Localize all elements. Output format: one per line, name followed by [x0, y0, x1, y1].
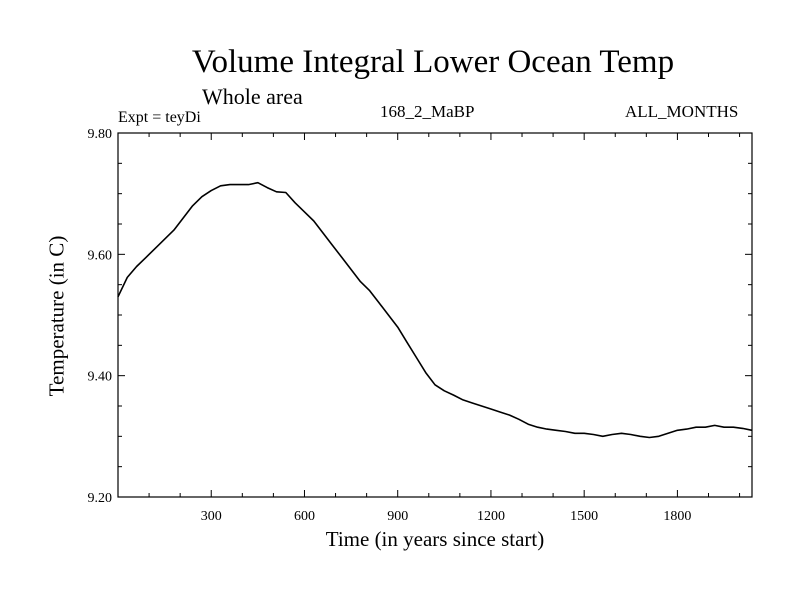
x-tick-label: 900 [387, 509, 408, 524]
chart-title: Volume Integral Lower Ocean Temp [191, 44, 675, 80]
chart-subtitle: Whole area [202, 84, 303, 109]
y-tick-label: 9.20 [88, 491, 113, 506]
x-tick-label: 1800 [663, 509, 691, 524]
plot-frame [117, 132, 753, 498]
x-axis-label: Time (in years since start) [325, 527, 545, 551]
x-tick-label: 600 [294, 509, 315, 524]
y-axis-label: Temperature (in C) [44, 235, 69, 397]
series-line-temperature [117, 181, 753, 439]
y-tick-label: 9.80 [88, 127, 113, 142]
months-label: ALL_MONTHS [625, 102, 739, 121]
x-tick-label: 300 [201, 509, 222, 524]
run-label: 168_2_MaBP [380, 102, 475, 121]
y-tick-label: 9.60 [88, 248, 113, 263]
x-tick-label: 1200 [477, 509, 505, 524]
x-tick-label: 1500 [570, 509, 598, 524]
experiment-label: Expt = teyDi [118, 109, 201, 126]
y-tick-label: 9.40 [88, 370, 113, 385]
